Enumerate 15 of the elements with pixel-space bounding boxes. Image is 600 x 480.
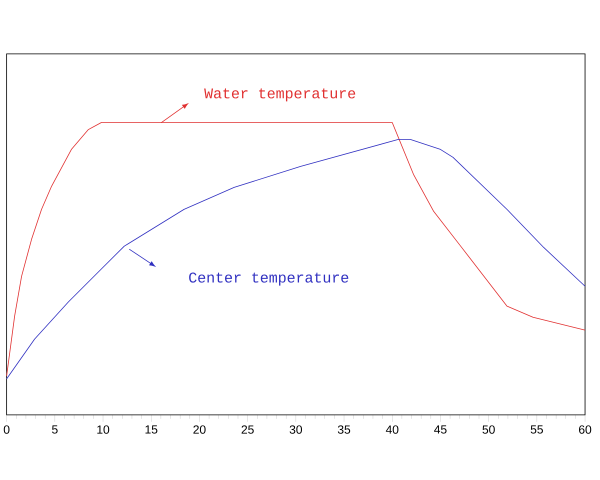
x-tick-label: 5 bbox=[52, 426, 58, 434]
x-tick-label: 0 bbox=[4, 426, 10, 434]
x-tick-label: 35 bbox=[338, 426, 350, 434]
x-tick-label: 20 bbox=[193, 426, 206, 434]
x-tick-label: 25 bbox=[242, 426, 254, 434]
x-tick-label: 40 bbox=[386, 426, 398, 434]
annotation: Center temperature bbox=[189, 272, 348, 286]
x-tick-label: 60 bbox=[579, 426, 592, 434]
x-tick-label: 55 bbox=[530, 426, 543, 434]
x-tick-label: 30 bbox=[290, 426, 302, 434]
x-tick-label: 10 bbox=[97, 426, 110, 434]
text: Water temperature bbox=[204, 88, 356, 102]
x-tick-label: 45 bbox=[434, 426, 447, 434]
x-tick-label: 50 bbox=[482, 426, 495, 434]
x-tick-label: 15 bbox=[146, 426, 158, 434]
